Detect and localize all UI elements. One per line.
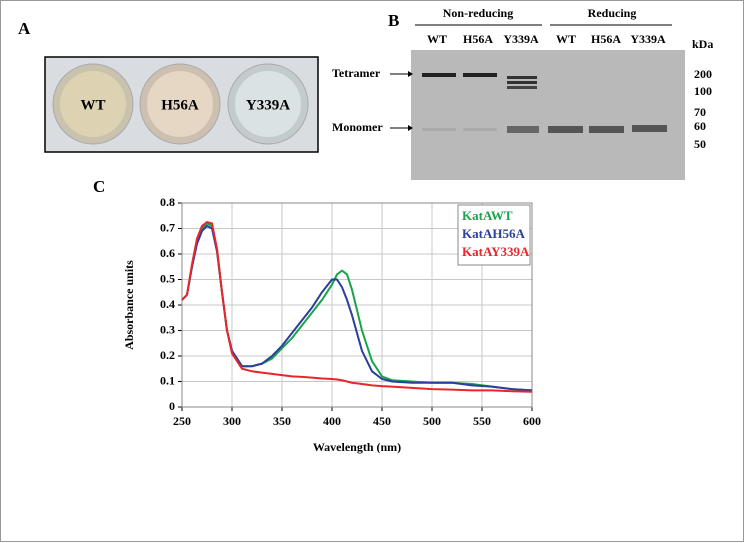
legend-entry: KatAWT — [462, 208, 513, 223]
y-tick-label: 0.5 — [160, 271, 175, 285]
arrow-head — [408, 125, 413, 131]
well-liquid — [147, 71, 213, 137]
y-tick-label: 0.2 — [160, 348, 175, 362]
marker-label: 200 — [694, 67, 712, 81]
lane-label: H56A — [463, 32, 493, 46]
line — [181, 221, 533, 393]
x-tick-label: 600 — [523, 414, 541, 428]
y-tick-label: 0.6 — [160, 246, 175, 260]
lane-label: Y339A — [630, 32, 666, 46]
marker-label: 100 — [694, 84, 712, 98]
band — [422, 128, 456, 131]
y-tick-label: 0 — [169, 399, 175, 413]
well-label: WT — [80, 97, 105, 113]
y-tick-label: 0.4 — [160, 297, 175, 311]
panel-label: B — [388, 11, 399, 30]
x-tick-label: 300 — [223, 414, 241, 428]
y-tick-label: 0.8 — [160, 195, 175, 209]
lane-label: WT — [427, 32, 447, 46]
x-tick-label: 550 — [473, 414, 491, 428]
line — [181, 224, 533, 392]
line — [181, 222, 533, 392]
legend-entry: KatAY339A — [462, 244, 530, 259]
arrow-head — [408, 71, 413, 77]
well-liquid — [60, 71, 126, 137]
x-tick-label: 350 — [273, 414, 291, 428]
panel-label: C — [93, 177, 105, 196]
y-tick-label: 0.1 — [160, 373, 175, 387]
gel-bands — [422, 73, 667, 133]
band — [463, 73, 497, 77]
band-label: Monomer — [332, 120, 383, 134]
lane-label: H56A — [591, 32, 621, 46]
lane-label: Y339A — [503, 32, 539, 46]
lane-label: WT — [556, 32, 576, 46]
x-tick-label: 400 — [323, 414, 341, 428]
legend-box — [457, 204, 531, 266]
marker-label: 50 — [694, 137, 706, 151]
plot-border — [181, 202, 533, 408]
band — [463, 128, 497, 131]
gel — [411, 50, 685, 180]
legend-entry: KatAH56A — [462, 226, 525, 241]
band — [507, 126, 539, 133]
band — [589, 126, 624, 133]
y-axis-label: Absorbance units — [122, 260, 136, 350]
group-label: Non-reducing — [443, 6, 513, 20]
wells — [52, 63, 309, 145]
x-axis-label: Wavelength (nm) — [313, 440, 401, 454]
band — [507, 81, 537, 84]
x-tick-label: 500 — [423, 414, 441, 428]
well-liquid — [235, 71, 301, 137]
y-tick-label: 0.7 — [160, 220, 175, 234]
y-tick-label: 0.3 — [160, 322, 175, 336]
marker-label: 60 — [694, 119, 706, 133]
band-label: Tetramer — [332, 66, 381, 80]
band — [507, 86, 537, 89]
x-tick-label: 250 — [173, 414, 191, 428]
unit-label: kDa — [692, 37, 713, 51]
band — [422, 73, 456, 77]
band — [507, 76, 537, 79]
band — [632, 125, 667, 132]
x-tick-label: 450 — [373, 414, 391, 428]
band — [548, 126, 583, 133]
marker-label: 70 — [694, 105, 706, 119]
well-label: Y339A — [246, 97, 290, 113]
well-label: H56A — [161, 97, 199, 113]
panel-label: A — [18, 19, 31, 38]
group-label: Reducing — [588, 6, 637, 20]
